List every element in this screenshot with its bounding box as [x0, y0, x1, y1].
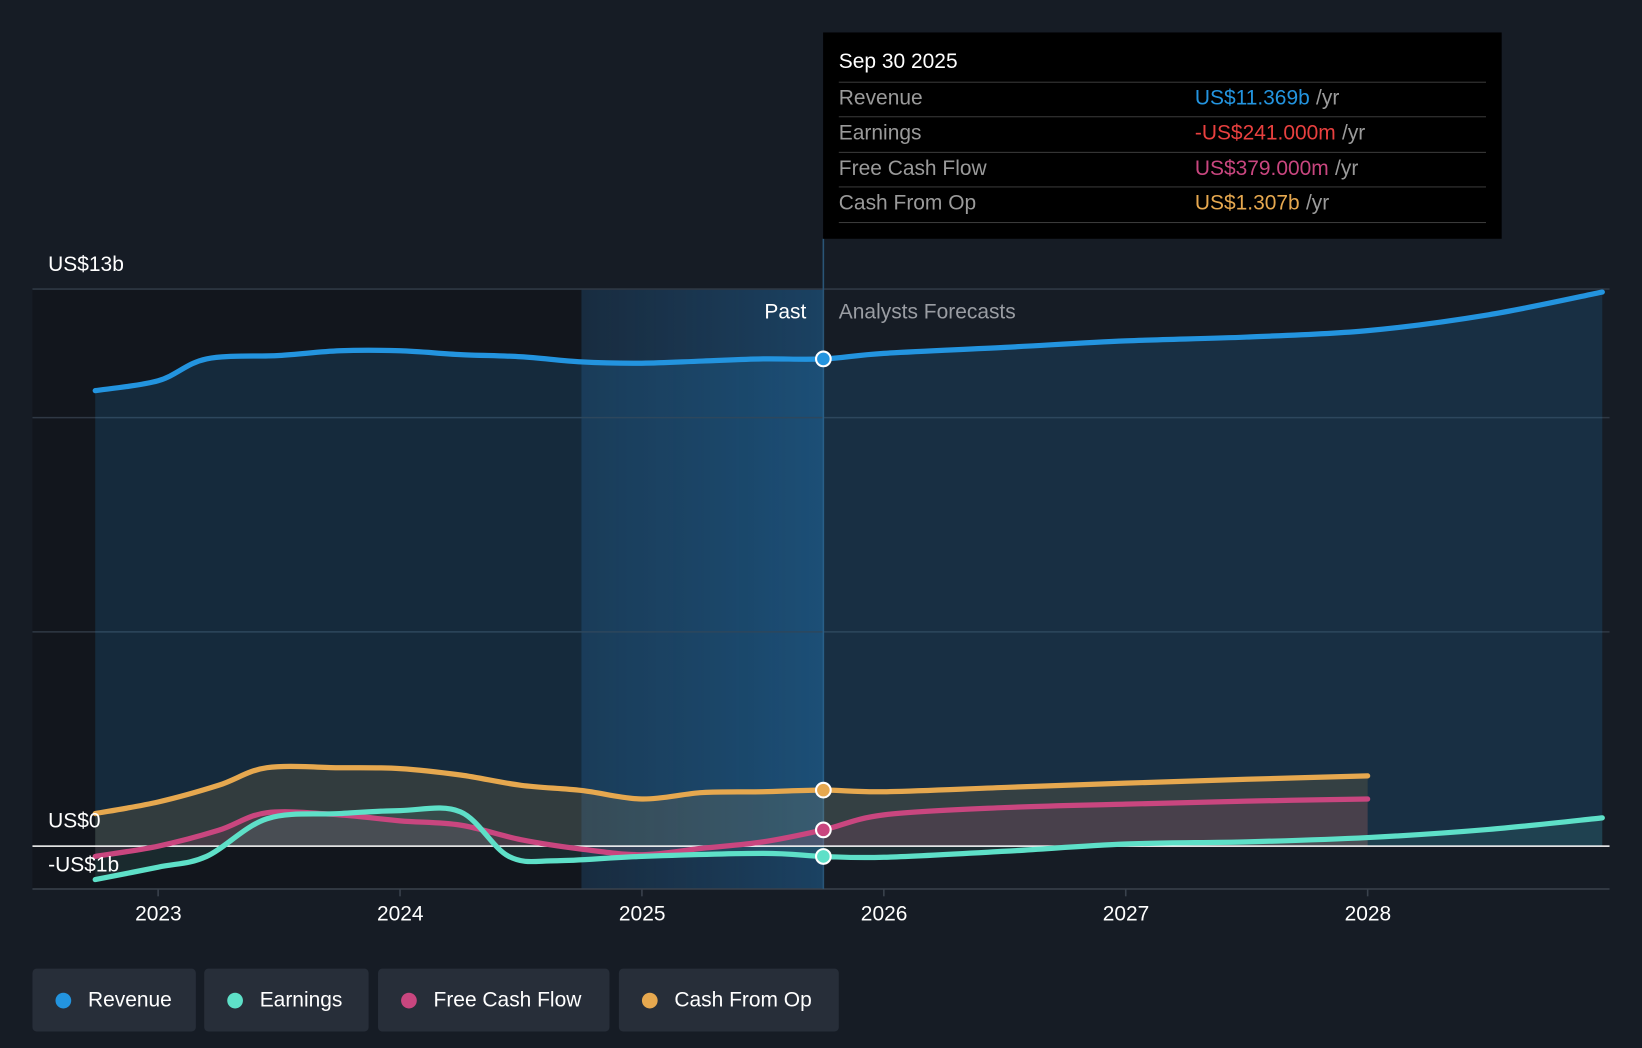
forecast-label: Analysts Forecasts	[838, 300, 1016, 324]
revenue-dot-icon	[55, 992, 72, 1008]
x-tick-label: 2024	[376, 902, 424, 926]
free-cash-flow-marker	[814, 821, 832, 839]
tooltip-label: Revenue	[838, 86, 923, 110]
tooltip-row-earnings: Earnings -US$241.000m/yr	[838, 116, 1486, 152]
legend-label: Cash From Op	[674, 988, 812, 1012]
x-tick-label: 2027	[1102, 902, 1150, 926]
x-tick-label: 2028	[1344, 902, 1392, 926]
past-label: Past	[764, 300, 807, 324]
revenue-line	[92, 289, 1605, 394]
fcf-dot-icon	[401, 992, 417, 1008]
unit-text: /yr	[1342, 121, 1366, 145]
unit-text: /yr	[1335, 157, 1359, 181]
x-tick-label: 2026	[860, 902, 908, 926]
cfo-dot-icon	[641, 992, 658, 1008]
x-tick-label: 2025	[618, 902, 666, 926]
earnings-dot-icon	[227, 992, 243, 1008]
revenue-area	[95, 292, 1603, 847]
tooltip-value: US$379.000m/yr	[1195, 153, 1358, 185]
y-tick-label-top: US$13b	[48, 253, 124, 277]
earnings-line	[92, 805, 1605, 883]
legend-label: Revenue	[87, 988, 172, 1012]
tooltip-date: Sep 30 2025	[838, 50, 958, 74]
legend-label: Free Cash Flow	[433, 988, 582, 1012]
divider	[838, 222, 1486, 224]
tooltip-value: US$1.307b/yr	[1195, 187, 1329, 219]
value-text: -US$241.000m	[1194, 121, 1336, 145]
cash-from-op-marker	[814, 781, 832, 799]
free-cash-flow-area	[95, 799, 1368, 857]
value-text: US$11.369b	[1194, 86, 1310, 110]
x-tick-label: 2023	[135, 902, 182, 926]
value-text: US$1.307b	[1194, 191, 1300, 215]
tooltip-row-fcf: Free Cash Flow US$379.000m/yr	[838, 151, 1486, 188]
y-tick-label-zero: US$0	[48, 809, 101, 833]
tooltip-label: Earnings	[838, 121, 922, 145]
tooltip-row-revenue: Revenue US$11.369b/yr	[838, 81, 1486, 118]
unit-text: /yr	[1316, 86, 1340, 110]
legend-label: Earnings	[259, 988, 343, 1012]
tooltip-value: -US$241.000m/yr	[1195, 117, 1365, 149]
revenue-marker	[814, 350, 832, 368]
tooltip-label: Cash From Op	[838, 191, 977, 215]
unit-text: /yr	[1305, 191, 1330, 215]
value-text: US$379.000m	[1194, 157, 1329, 181]
legend-free-cash-flow[interactable]: Free Cash Flow	[378, 968, 610, 1032]
tooltip-label: Free Cash Flow	[838, 157, 987, 181]
tooltip: Sep 30 2025 Revenue US$11.369b/yr Earnin…	[823, 32, 1502, 239]
legend-cash-from-op[interactable]: Cash From Op	[618, 968, 839, 1032]
legend-earnings[interactable]: Earnings	[204, 968, 369, 1032]
y-tick-label-bottom: -US$1b	[48, 853, 120, 877]
tooltip-row-cfo: Cash From Op US$1.307b/yr	[838, 186, 1486, 222]
earnings-marker	[814, 848, 832, 865]
cash-from-op-line	[92, 763, 1371, 817]
tooltip-value: US$11.369b/yr	[1195, 83, 1339, 115]
legend-revenue[interactable]: Revenue	[32, 968, 196, 1032]
